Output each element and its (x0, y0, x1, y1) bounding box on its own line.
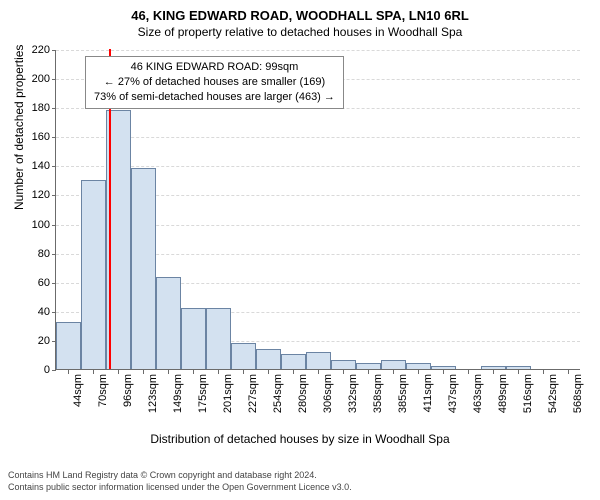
xtick-label: 516sqm (522, 374, 534, 413)
ytick-label: 40 (20, 306, 50, 318)
xtick-mark (93, 370, 94, 374)
xtick-label: 227sqm (247, 374, 259, 413)
histogram-bar (231, 343, 256, 369)
ytick-label: 180 (20, 102, 50, 114)
histogram-bar (481, 366, 506, 369)
xtick-mark (243, 370, 244, 374)
gridline (56, 50, 580, 51)
xtick-label: 463sqm (472, 374, 484, 413)
xtick-mark (168, 370, 169, 374)
xtick-label: 568sqm (572, 374, 584, 413)
xtick-label: 489sqm (497, 374, 509, 413)
histogram-bar (331, 360, 356, 369)
histogram-bar (431, 366, 456, 369)
footnote-1: Contains HM Land Registry data © Crown c… (8, 470, 317, 480)
y-axis-label: Number of detached properties (12, 45, 26, 210)
chart-subtitle: Size of property relative to detached ho… (0, 23, 600, 39)
gridline (56, 166, 580, 167)
ytick-mark (52, 370, 56, 371)
xtick-mark (218, 370, 219, 374)
ytick-label: 20 (20, 335, 50, 347)
legend-box: 46 KING EDWARD ROAD: 99sqm ← 27% of deta… (85, 56, 344, 109)
xtick-mark (443, 370, 444, 374)
xtick-mark (68, 370, 69, 374)
ytick-mark (52, 283, 56, 284)
xtick-mark (493, 370, 494, 374)
ytick-label: 100 (20, 219, 50, 231)
ytick-mark (52, 108, 56, 109)
ytick-label: 60 (20, 277, 50, 289)
histogram-bar (406, 363, 431, 369)
xtick-label: 201sqm (222, 374, 234, 413)
xtick-label: 385sqm (397, 374, 409, 413)
xtick-mark (118, 370, 119, 374)
xtick-label: 96sqm (122, 374, 134, 407)
ytick-mark (52, 254, 56, 255)
chart-area: 020406080100120140160180200220 46 KING E… (55, 50, 580, 408)
footnote-2: Contains public sector information licen… (8, 482, 352, 492)
histogram-bar (256, 349, 281, 369)
xtick-label: 175sqm (197, 374, 209, 413)
ytick-mark (52, 79, 56, 80)
xtick-mark (143, 370, 144, 374)
histogram-bar (206, 308, 231, 369)
xtick-label: 358sqm (372, 374, 384, 413)
xtick-mark (468, 370, 469, 374)
x-axis-label: Distribution of detached houses by size … (0, 432, 600, 446)
ytick-label: 120 (20, 189, 50, 201)
ytick-mark (52, 166, 56, 167)
histogram-bar (381, 360, 406, 369)
xtick-mark (293, 370, 294, 374)
ytick-mark (52, 195, 56, 196)
xtick-mark (343, 370, 344, 374)
xtick-mark (368, 370, 369, 374)
xtick-label: 149sqm (172, 374, 184, 413)
ytick-label: 80 (20, 248, 50, 260)
xtick-label: 254sqm (272, 374, 284, 413)
ytick-mark (52, 137, 56, 138)
histogram-bar (81, 180, 106, 369)
xtick-label: 542sqm (547, 374, 559, 413)
histogram-bar (281, 354, 306, 369)
legend-line-2: ← 27% of detached houses are smaller (16… (94, 75, 335, 90)
xtick-mark (193, 370, 194, 374)
xtick-label: 411sqm (422, 374, 434, 412)
legend-line-3: 73% of semi-detached houses are larger (… (94, 90, 335, 105)
histogram-bar (131, 168, 156, 369)
histogram-bar (506, 366, 531, 369)
histogram-bar (156, 277, 181, 369)
ytick-label: 0 (20, 364, 50, 376)
xtick-label: 332sqm (347, 374, 359, 413)
ytick-mark (52, 50, 56, 51)
xtick-mark (268, 370, 269, 374)
xtick-label: 44sqm (72, 374, 84, 407)
xtick-mark (518, 370, 519, 374)
xtick-mark (568, 370, 569, 374)
histogram-bar (56, 322, 81, 369)
xtick-mark (543, 370, 544, 374)
xtick-mark (418, 370, 419, 374)
histogram-bar (306, 352, 331, 369)
xtick-label: 123sqm (147, 374, 159, 413)
ytick-label: 220 (20, 44, 50, 56)
gridline (56, 137, 580, 138)
ytick-label: 140 (20, 160, 50, 172)
histogram-bar (356, 363, 381, 369)
xtick-label: 437sqm (447, 374, 459, 413)
xtick-mark (318, 370, 319, 374)
xtick-mark (393, 370, 394, 374)
ytick-mark (52, 225, 56, 226)
xtick-label: 280sqm (297, 374, 309, 413)
ytick-label: 200 (20, 73, 50, 85)
chart-title: 46, KING EDWARD ROAD, WOODHALL SPA, LN10… (0, 0, 600, 23)
xtick-label: 70sqm (97, 374, 109, 407)
legend-line-1: 46 KING EDWARD ROAD: 99sqm (94, 60, 335, 75)
xtick-label: 306sqm (322, 374, 334, 413)
ytick-label: 160 (20, 131, 50, 143)
ytick-mark (52, 312, 56, 313)
histogram-bar (181, 308, 206, 369)
